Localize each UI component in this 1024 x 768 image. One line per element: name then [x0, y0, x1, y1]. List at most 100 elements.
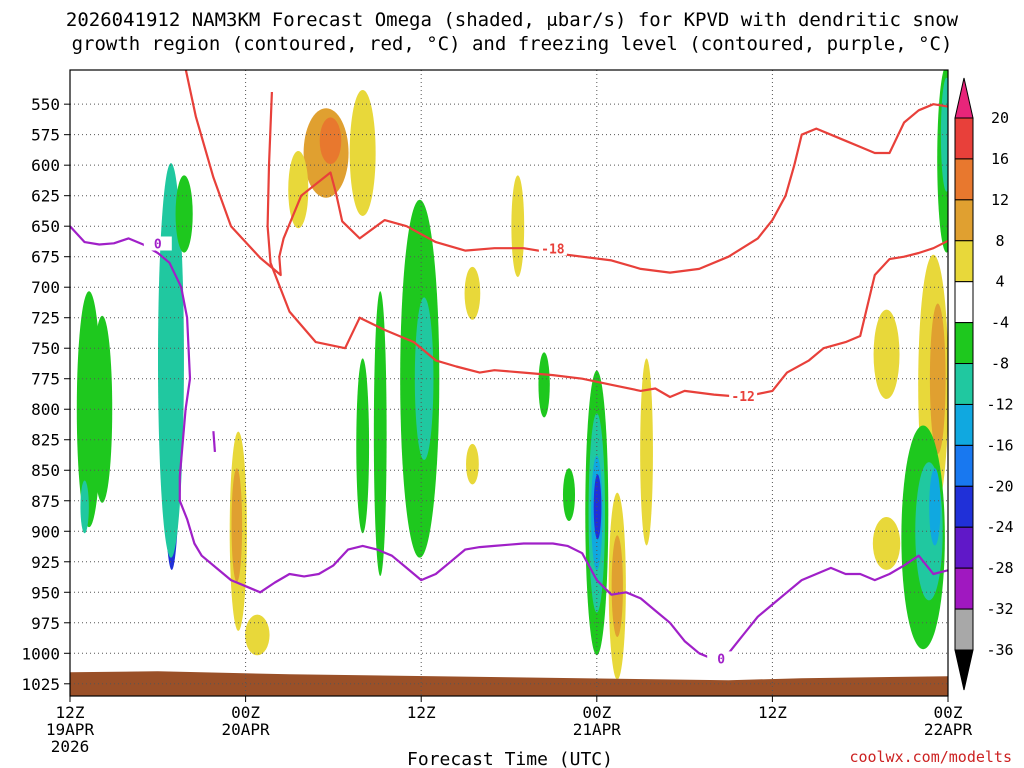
omega-cell-37: [929, 468, 941, 546]
contour-label-bg-2: [707, 651, 736, 666]
y-tick-label-800: 800: [31, 400, 60, 419]
omega-cell-15: [356, 358, 370, 534]
omega-cell-29: [611, 535, 623, 637]
colorbar-label-9: -20: [986, 477, 1013, 495]
y-tick-label-875: 875: [31, 492, 60, 511]
omega-cell-23: [562, 468, 576, 522]
omega-cell-13: [288, 150, 309, 229]
plot-frame: [69, 69, 949, 697]
contour-3: [212, 431, 216, 452]
omega-cell-19: [464, 266, 481, 320]
y-tick-label-925: 925: [31, 553, 60, 572]
colorbar-label-6: -8: [991, 355, 1009, 373]
colorbar-top-arrow: [954, 77, 974, 119]
colorbar-swatch-12: [954, 567, 974, 610]
y-tick-label-600: 600: [31, 156, 60, 175]
y-tick-label-850: 850: [31, 461, 60, 480]
contour-label-bg-3: [143, 236, 172, 251]
y-tick-label-625: 625: [31, 187, 60, 206]
omega-cell-4: [175, 175, 193, 253]
x-tick-label-0-1: 12Z: [56, 703, 85, 722]
contour-label-3: 0: [154, 237, 162, 252]
colorbar-label-13: -36: [986, 641, 1013, 659]
colorbar-swatch-10: [954, 485, 974, 528]
y-tick-label-975: 975: [31, 614, 60, 633]
colorbar-swatch-13: [954, 608, 974, 651]
colorbar-swatch-8: [954, 403, 974, 446]
colorbar-label-0: 20: [991, 109, 1009, 127]
colorbar-label-3: 8: [995, 232, 1004, 250]
contour-label-2: 0: [717, 652, 725, 667]
omega-cell-21: [466, 443, 479, 485]
y-tick-label-750: 750: [31, 339, 60, 358]
contour-1: [266, 91, 948, 399]
omega-cell-34: [929, 303, 946, 454]
credit-link[interactable]: coolwx.com/modelts: [849, 748, 1012, 766]
omega-cell-18: [414, 297, 434, 461]
y-tick-label-675: 675: [31, 248, 60, 267]
colorbar-swatch-4: [954, 240, 974, 283]
plot-background: [70, 70, 948, 696]
colorbar-label-2: 12: [991, 191, 1009, 209]
omega-cell-20: [511, 175, 525, 278]
omega-cell-10: [245, 614, 270, 656]
y-axis: 550 575 600 625 650 675 700 725 750 775 800 825 850 8…: [21, 95, 70, 694]
y-tick-label-1025: 1025: [21, 675, 60, 694]
y-tick-label-775: 775: [31, 370, 60, 389]
colorbar-label-7: -12: [986, 395, 1013, 413]
terrain: [70, 671, 948, 696]
colorbar-label-8: -16: [986, 436, 1013, 454]
contour-label-1: -12: [731, 390, 754, 405]
x-tick-label-36-2: 21APR: [573, 720, 622, 739]
x-tick-label-12-2: 20APR: [222, 720, 271, 739]
colorbar-label-11: -28: [986, 559, 1013, 577]
colorbar-swatch-3: [954, 199, 974, 242]
contour-2: [70, 225, 948, 661]
chart-title-line-2: growth region (contoured, red, °C) and f…: [72, 33, 953, 55]
x-tick-label-24-1: 12Z: [407, 703, 436, 722]
y-tick-label-725: 725: [31, 309, 60, 328]
contours: [70, 70, 948, 661]
colorbar-bottom-arrow: [954, 649, 974, 691]
omega-cell-22: [538, 352, 550, 418]
colorbar-swatch-11: [954, 526, 974, 569]
colorbar-label-4: 4: [995, 273, 1004, 291]
y-tick-label-550: 550: [31, 95, 60, 114]
contour-label-bg-0: [538, 241, 567, 256]
y-tick-label-950: 950: [31, 583, 60, 602]
omega-cell-9: [231, 468, 243, 583]
contour-0: [184, 70, 948, 277]
chart-title-line-1: 2026041912 NAM3KM Forecast Omega (shaded…: [66, 9, 959, 31]
x-tick-label-48-1: 12Z: [758, 703, 787, 722]
contour-label-0: -18: [541, 242, 565, 257]
colorbar-label-10: -24: [986, 518, 1013, 536]
omega-cell-32: [873, 309, 900, 400]
omega-cell-27: [593, 474, 602, 540]
omega-cell-30: [640, 358, 653, 546]
colorbar-swatch-5: [954, 281, 974, 324]
omega-cell-3: [157, 163, 184, 558]
y-tick-label-650: 650: [31, 217, 60, 236]
x-tick-label-0-2: 19APR: [46, 720, 95, 739]
x-axis-label: Forecast Time (UTC): [407, 749, 613, 768]
contour-label-bg-1: [729, 389, 758, 404]
contour-labels: -18 -12 0 0: [143, 236, 758, 667]
omega-cell-16: [373, 291, 387, 576]
y-tick-label-825: 825: [31, 431, 60, 450]
omega-cell-31: [872, 517, 901, 570]
y-tick-label-700: 700: [31, 278, 60, 297]
x-tick-label-60-2: 22APR: [924, 720, 973, 739]
colorbar-swatch-6: [954, 322, 974, 365]
colorbar: 20 16 12 8 4 -4 -8 -12 -16 -20 -24 -28 -32 -36: [954, 77, 1014, 691]
x-tick-label-36-1: 00Z: [582, 703, 611, 722]
colorbar-swatch-2: [954, 158, 974, 201]
omega-cell-14: [349, 89, 376, 216]
omega-cell-7: [80, 480, 89, 534]
colorbar-swatch-9: [954, 444, 974, 487]
y-tick-label-1000: 1000: [21, 644, 60, 663]
terrain-fill: [70, 671, 948, 696]
x-tick-label-12-1: 00Z: [231, 703, 260, 722]
colorbar-swatch-1: [954, 117, 974, 160]
